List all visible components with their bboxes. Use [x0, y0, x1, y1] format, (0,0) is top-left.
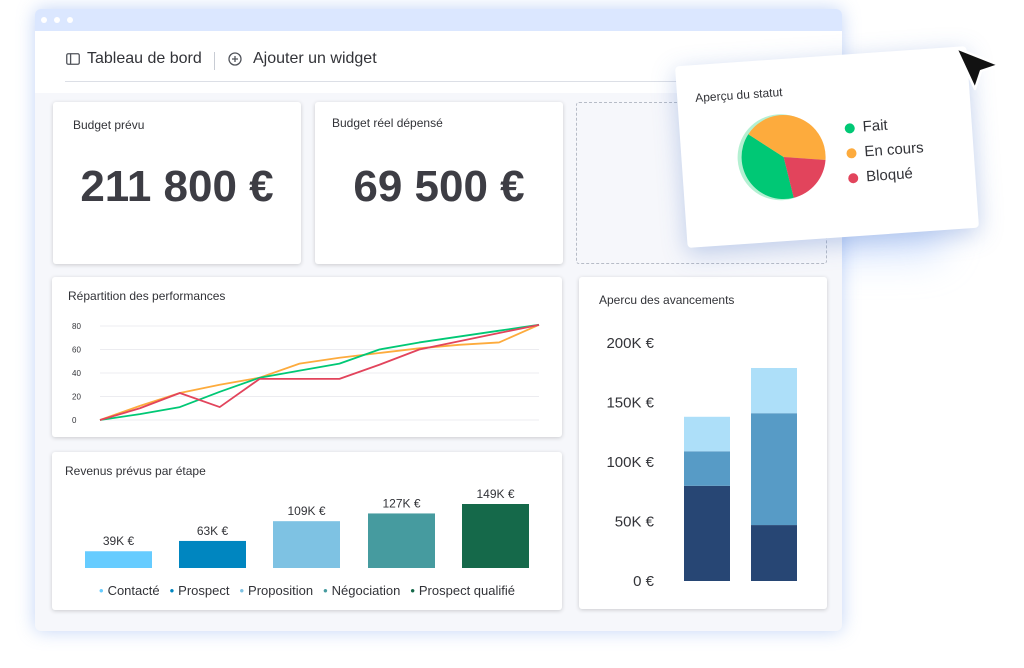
toolbar-underline [65, 81, 842, 82]
legend-item-in-progress: En cours [846, 139, 924, 161]
y-tick-label: 40 [72, 369, 81, 378]
status-pie-chart [737, 114, 826, 201]
legend-label: Contacté [107, 583, 160, 598]
legend-label: Bloqué [865, 165, 914, 186]
revenue-bar [85, 551, 152, 568]
legend-label: Prospect [178, 583, 230, 598]
widget-title: Budget prévu [73, 118, 145, 132]
progress-stacked-chart: 0 € 50K € 100K € 150K € 200K € [606, 335, 797, 590]
y-tick-label: 150K € [606, 395, 654, 412]
y-tick-label: 200K € [606, 335, 654, 352]
plus-circle-icon [228, 52, 242, 66]
mouse-pointer-icon [954, 46, 1001, 91]
legend-dot [847, 172, 859, 184]
revenue-bar [368, 513, 435, 568]
performance-widget[interactable]: Répartition des performances 0 20 40 60 80 [52, 277, 562, 437]
budget-planned-value: 211 800 € [80, 162, 274, 211]
widget-title: Budget réel dépensé [332, 116, 443, 130]
window-dot [41, 17, 47, 23]
widget-title: Apercu des avancements [599, 293, 735, 307]
widget-title: Répartition des performances [68, 289, 226, 303]
widget-title: Revenus prévus par étape [65, 464, 206, 478]
legend-item-done: Fait [844, 117, 888, 137]
bar-data-label: 39K € [103, 534, 135, 548]
dashboard-label: Tableau de bord [87, 50, 202, 67]
legend-item: • Négociation [323, 583, 400, 598]
y-tick-label: 20 [72, 393, 81, 402]
revenue-bar [273, 521, 340, 568]
pie-slice [741, 134, 794, 200]
pie-slice [783, 157, 826, 198]
series-line [99, 323, 540, 421]
legend-label: En cours [863, 139, 925, 161]
legend-label: Prospect qualifié [418, 583, 515, 598]
legend-dot [844, 122, 856, 134]
y-tick-label: 60 [72, 346, 81, 355]
bar-data-label: 63K € [197, 524, 229, 538]
budget-spent-value: 69 500 € [353, 162, 525, 211]
stacked-bar-segment [684, 485, 730, 581]
dashboard-tab[interactable]: Tableau de bord [66, 50, 202, 68]
legend-bullet: • [410, 583, 415, 598]
legend-item: • Proposition [239, 583, 313, 598]
legend-item: • Prospect qualifié [410, 583, 515, 598]
legend-bullet: • [169, 583, 175, 598]
series-line [99, 323, 540, 421]
status-overview-popup[interactable]: Aperçu du statut Fait En cours Bloqué [675, 46, 979, 248]
add-widget-label: Ajouter un widget [253, 50, 377, 67]
revenue-widget[interactable]: Revenus prévus par étape 39K € 63K € 109K … [52, 452, 562, 610]
toolbar-divider [214, 52, 215, 70]
add-widget-button[interactable]: Ajouter un widget [228, 50, 377, 68]
bar-data-label: 109K € [287, 504, 325, 518]
y-tick-label: 80 [72, 322, 81, 331]
stacked-bar-segment [751, 413, 797, 526]
revenue-bar [179, 540, 246, 568]
revenue-bar [462, 504, 529, 568]
window-dot [54, 17, 60, 23]
window-dot [67, 17, 73, 23]
bar-data-label: 127K € [382, 496, 420, 510]
legend-item: • Prospect [170, 583, 230, 598]
revenue-bar-chart: 39K € 63K € 109K € 127K € 149K € [85, 487, 529, 568]
revenue-legend: • Contacté • Prospect • Proposition • Négociati… [52, 583, 562, 598]
sidebar-panel-icon [66, 53, 80, 65]
legend-label: Proposition [248, 583, 314, 598]
y-tick-label: 50K € [615, 514, 655, 531]
stacked-bar-segment [684, 416, 730, 452]
performance-line-chart: 0 20 40 60 80 [72, 322, 540, 425]
legend-bullet: • [239, 583, 245, 598]
bar-data-label: 149K € [476, 487, 514, 501]
stacked-bar-segment [684, 451, 730, 486]
y-tick-label: 0 [72, 416, 77, 425]
y-tick-label: 0 € [633, 573, 655, 590]
pie-slice [748, 115, 826, 160]
legend-bullet: • [323, 583, 328, 598]
stacked-bar-segment [751, 525, 797, 581]
legend-item: • Contacté [99, 583, 160, 598]
budget-planned-widget[interactable]: Budget prévu 211 800 € [53, 102, 301, 264]
budget-spent-widget[interactable]: Budget réel dépensé 69 500 € [315, 102, 563, 264]
legend-label: Fait [862, 116, 889, 136]
legend-item-blocked: Bloqué [847, 165, 914, 186]
y-tick-label: 100K € [606, 454, 654, 471]
legend-bullet: • [99, 583, 104, 598]
legend-label: Négociation [331, 583, 401, 598]
progress-widget[interactable]: Apercu des avancements 0 € 50K € 100K € 150… [579, 277, 827, 609]
legend-dot [846, 147, 857, 159]
window-titlebar [35, 9, 842, 31]
stacked-bar-segment [751, 367, 797, 414]
popup-title: Aperçu du statut [694, 84, 783, 106]
